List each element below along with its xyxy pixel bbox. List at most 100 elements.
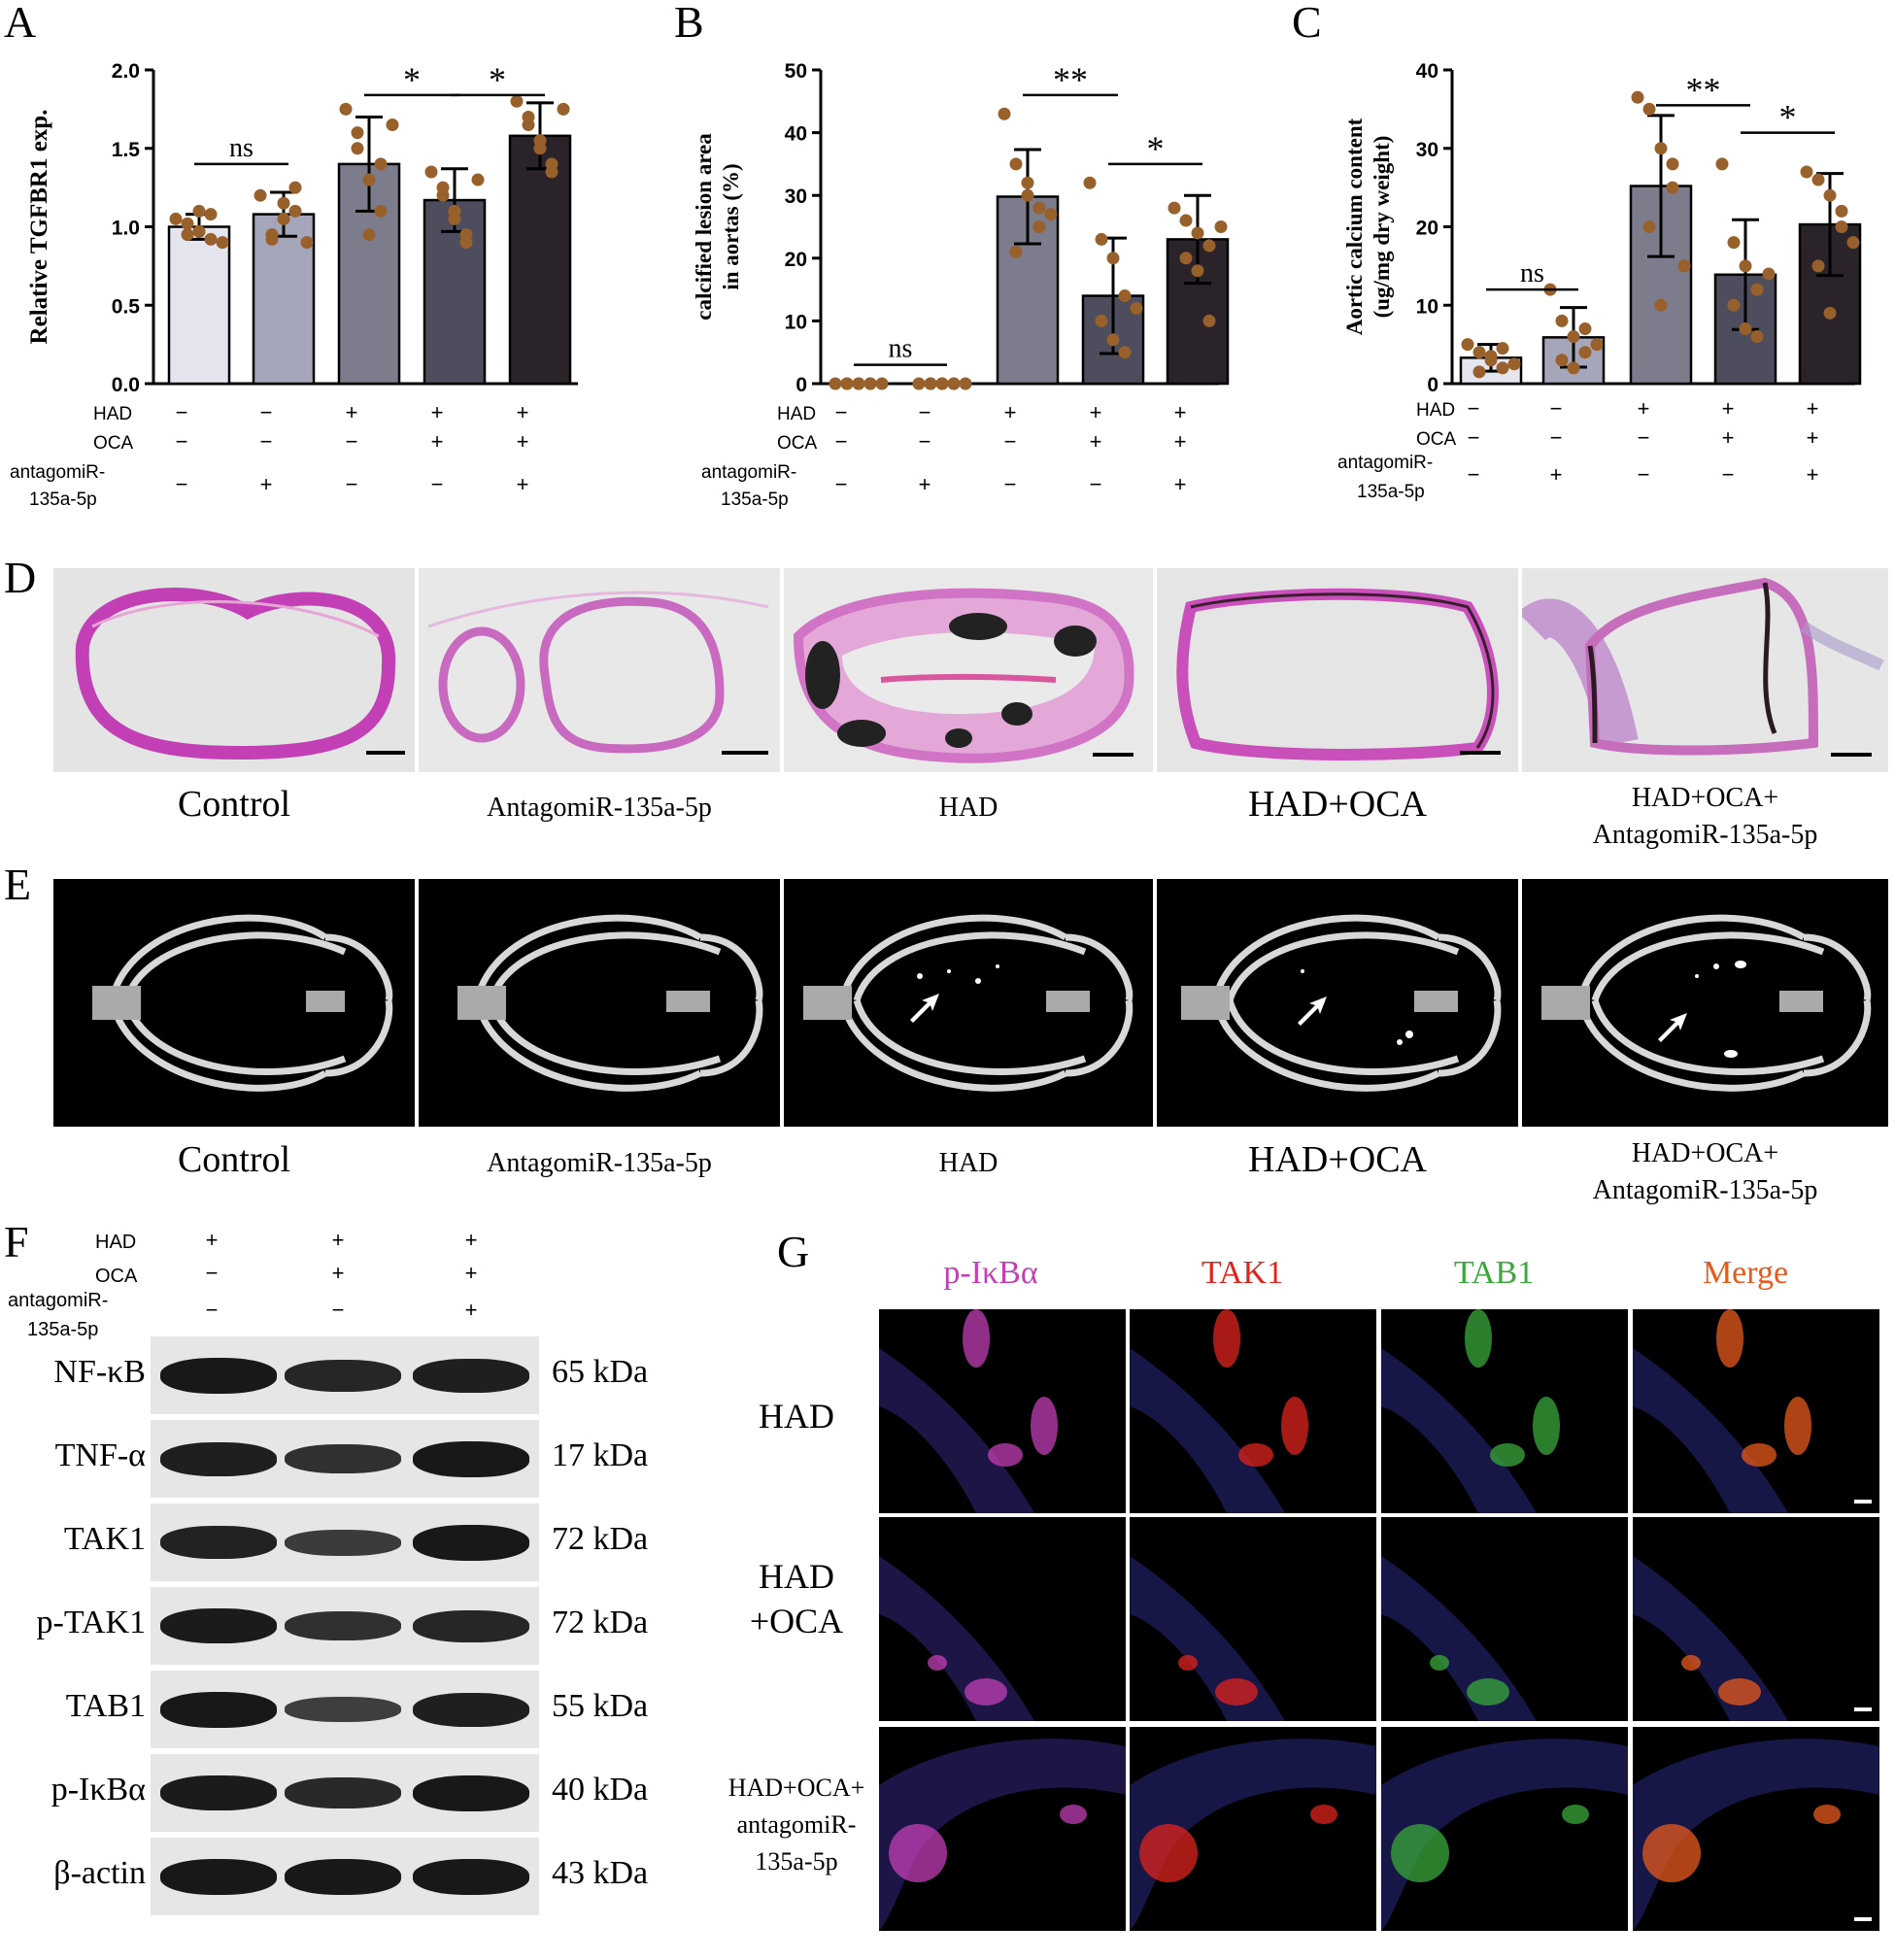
condition-label-oca: OCA [93, 433, 134, 454]
wb-protein-name: NF-κB [53, 1354, 146, 1390]
data-point [959, 377, 972, 390]
y-tick-label: 2.0 [112, 60, 140, 83]
condition-sign: − [835, 400, 848, 424]
label-e-control: Control [177, 1139, 291, 1180]
data-point [1727, 298, 1741, 312]
wb-blot-row [151, 1504, 539, 1581]
data-point [1044, 208, 1058, 221]
if-tissue-icon [1633, 1309, 1872, 1513]
wb-had-sign: + [464, 1228, 478, 1252]
condition-sign: − [1722, 462, 1735, 487]
data-point [1811, 173, 1825, 186]
data-point [386, 118, 399, 132]
if-row-label-line: HAD [759, 1397, 834, 1436]
if-header-merge: Merge [1702, 1255, 1789, 1291]
condition-sign: − [176, 472, 188, 496]
data-point [471, 173, 485, 186]
data-point [924, 377, 937, 390]
data-point [300, 236, 314, 250]
y-tick-label: 10 [1416, 295, 1438, 318]
ribcage-had-icon [803, 914, 1134, 1092]
microct-control [53, 879, 415, 1127]
wb-blot-row [151, 1420, 539, 1498]
data-point [912, 377, 926, 390]
data-point [277, 196, 290, 210]
significance-label: * [1779, 98, 1797, 137]
condition-sign: − [1004, 472, 1017, 496]
aorta-ring-control-icon [75, 588, 396, 760]
y-tick-label: 0.5 [112, 295, 141, 318]
data-point [1032, 220, 1046, 233]
ribcage-had-oca-antagomir-icon [1541, 914, 1872, 1092]
y-axis-label: calcified lesion area [692, 133, 716, 321]
if-image-tile [879, 1309, 1126, 1513]
bar [1166, 238, 1230, 386]
if-tissue-icon [879, 1309, 1058, 1513]
wb-blot-row [151, 1587, 539, 1665]
data-point [1106, 252, 1120, 265]
condition-sign: + [1807, 425, 1819, 450]
condition-label-antagomir: 135a-5p [29, 490, 97, 510]
data-point [181, 217, 194, 230]
significance-label: * [489, 60, 506, 99]
wb-band [285, 1697, 401, 1722]
data-point [510, 94, 524, 108]
data-point [1555, 354, 1569, 367]
condition-sign: − [1550, 396, 1563, 421]
wb-blot-row [151, 1671, 539, 1748]
wb-band [413, 1524, 529, 1561]
data-point [204, 232, 218, 246]
data-point [192, 204, 206, 218]
aorta-ring-had-oca-icon [1176, 588, 1499, 760]
data-point [947, 377, 961, 390]
y-tick-label: 20 [1416, 218, 1438, 240]
if-image-tile [1130, 1517, 1376, 1721]
panel-letter-d: D [4, 553, 37, 602]
microct-had-oca [1157, 879, 1518, 1127]
data-point [1677, 259, 1691, 273]
data-point [1835, 204, 1848, 218]
data-point [288, 181, 302, 194]
arrow-icon [910, 994, 939, 1023]
label-d-had: HAD [938, 793, 998, 823]
data-point [1202, 314, 1216, 327]
condition-sign: + [1174, 472, 1187, 496]
significance-label: ns [229, 133, 254, 163]
if-row-label-had-oca: HAD +OCA [709, 1554, 884, 1643]
wb-protein-name: TAB1 [65, 1688, 146, 1724]
data-point [351, 142, 364, 155]
wb-oca-label: OCA [95, 1266, 138, 1287]
wb-blot-row [151, 1838, 539, 1915]
condition-sign: + [1550, 462, 1563, 487]
wb-antagomir-sign: − [205, 1298, 219, 1322]
condition-sign: + [260, 472, 273, 496]
data-point [852, 377, 865, 390]
data-point [169, 212, 183, 225]
wb-band [413, 1440, 529, 1477]
if-image-tile [1381, 1309, 1628, 1513]
data-point [1095, 314, 1108, 327]
condition-sign: − [919, 400, 931, 424]
if-row-label-had-oca-antagomir: HAD+OCA+ antagomiR- 135a-5p [709, 1770, 884, 1880]
condition-sign: − [1090, 472, 1102, 496]
microct-had-oca-antagomir [1522, 879, 1888, 1127]
wb-molecular-weight: 43 kDa [552, 1855, 649, 1891]
condition-sign: + [1722, 425, 1735, 450]
scale-bar [1093, 753, 1134, 757]
if-image-tile [1633, 1517, 1879, 1721]
condition-label-antagomir: 135a-5p [721, 490, 789, 510]
data-point [1823, 306, 1837, 320]
if-tissue-icon [879, 1739, 1126, 1931]
histology-antagomir [419, 568, 780, 772]
if-row-label-line: antagomiR- [736, 1810, 857, 1839]
data-point [1555, 314, 1569, 327]
data-point [204, 208, 218, 221]
label-e-had-oca-antagomir-line2: AntagomiR-135a-5p [1592, 1175, 1818, 1205]
data-point [1811, 259, 1825, 273]
ribcage-control-icon [92, 914, 393, 1092]
condition-sign: + [517, 429, 529, 454]
label-e-antagomir: AntagomiR-135a-5p [487, 1148, 712, 1178]
wb-band [285, 1444, 401, 1473]
if-image-tile [1381, 1727, 1628, 1931]
